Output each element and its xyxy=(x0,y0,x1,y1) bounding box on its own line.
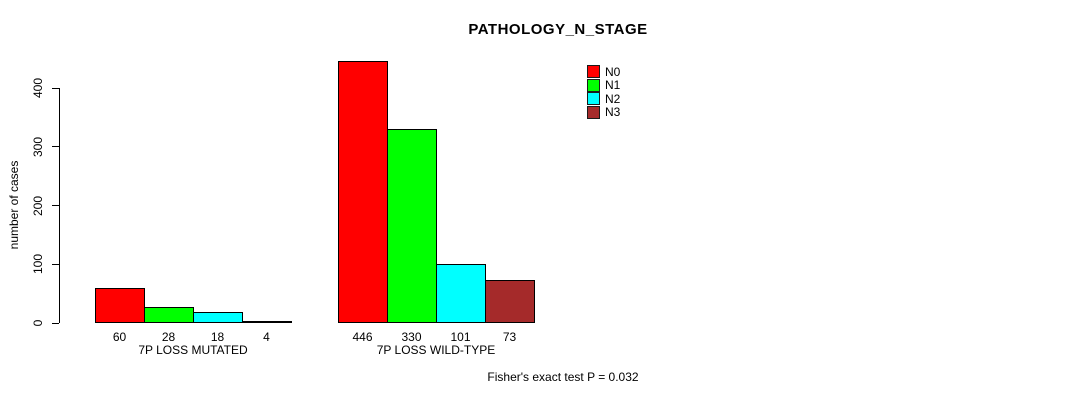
y-axis-tick xyxy=(52,263,59,265)
legend-item: N3 xyxy=(587,105,621,120)
bar-value-label: 446 xyxy=(352,330,373,344)
legend-swatch xyxy=(587,105,600,119)
bar-value-label: 4 xyxy=(263,330,270,344)
bar xyxy=(144,306,194,323)
y-axis-tick-label-text: 400 xyxy=(31,77,45,99)
bar-value-label: 28 xyxy=(161,330,176,344)
bar xyxy=(485,280,535,323)
y-axis-tick xyxy=(52,146,59,148)
y-axis-tick-label-text: 100 xyxy=(31,254,45,275)
legend-swatch xyxy=(587,65,600,79)
bar-value-label: 60 xyxy=(112,330,127,344)
legend: N0 N1 N2 N3 xyxy=(587,65,620,119)
legend-item: N1 xyxy=(587,78,621,93)
bar-value-label: 101 xyxy=(450,330,471,344)
y-axis-line xyxy=(59,88,60,323)
bar-value-label: 330 xyxy=(401,330,422,344)
y-axis-tick-label-text: 300 xyxy=(31,136,45,157)
y-axis-tick-label-text: 0 xyxy=(31,319,45,327)
bar xyxy=(338,60,388,323)
legend-item: N0 xyxy=(587,65,620,79)
y-axis-title-text: number of cases xyxy=(7,160,21,250)
legend-swatch xyxy=(587,78,600,92)
y-axis-tick xyxy=(52,205,59,206)
category-label: 7P LOSS MUTATED xyxy=(138,343,248,357)
legend-label: N2 xyxy=(605,91,621,106)
legend-swatch xyxy=(587,92,600,106)
legend-label: N0 xyxy=(605,64,621,79)
legend-label: N3 xyxy=(605,105,621,120)
y-axis-tick xyxy=(52,87,59,89)
bar xyxy=(436,263,486,323)
bar xyxy=(387,129,437,323)
category-label: 7P LOSS WILD-TYPE xyxy=(376,343,496,357)
legend-label: N1 xyxy=(605,78,621,93)
bar-value-label: 73 xyxy=(502,330,517,344)
annotation-text: Fisher's exact test P = 0.032 xyxy=(487,370,639,384)
chart-title: PATHOLOGY_N_STAGE xyxy=(468,21,648,38)
y-axis-tick xyxy=(52,322,59,324)
bar xyxy=(242,320,292,323)
bar xyxy=(95,287,145,323)
y-axis-tick-label-text: 200 xyxy=(31,195,45,216)
bar-value-label: 18 xyxy=(210,330,225,344)
bar xyxy=(193,312,243,323)
legend-item: N2 xyxy=(587,92,620,106)
